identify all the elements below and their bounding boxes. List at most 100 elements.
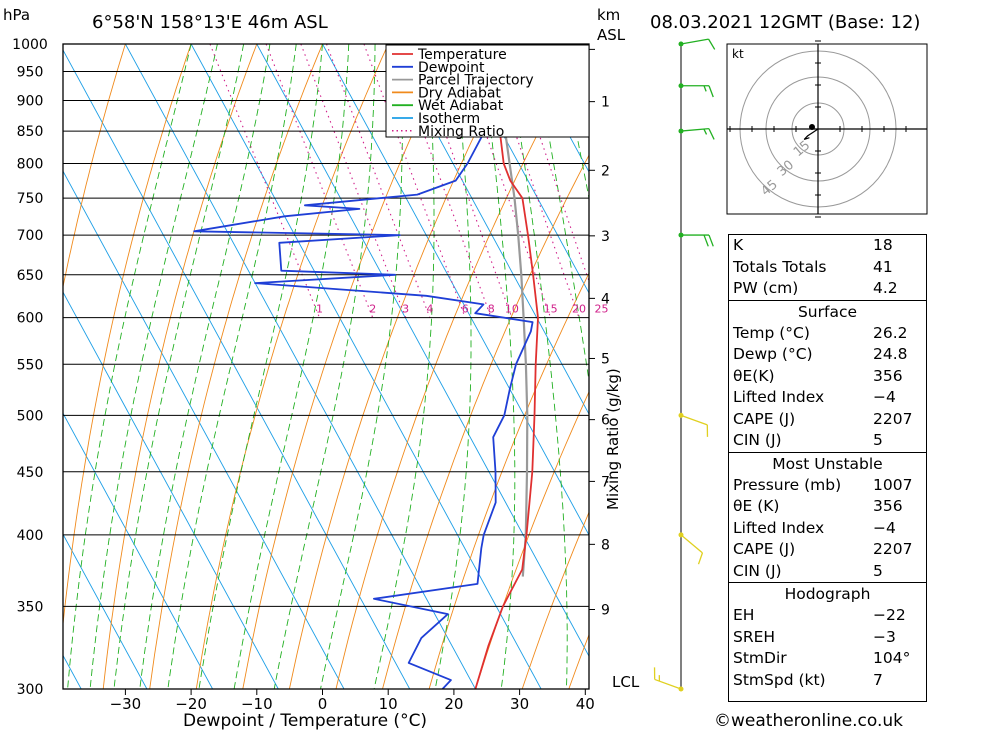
mixing-ratio-line (209, 44, 321, 318)
index-value: 7 (873, 670, 883, 689)
legend-label: Temperature (417, 47, 507, 63)
index-label: CAPE (J) (733, 540, 796, 558)
index-row: SREH −3 (729, 627, 926, 649)
index-label: PW (cm) (733, 279, 799, 297)
pressure-tick-label: 750 (17, 191, 44, 207)
dry-adiabat-line (149, 44, 323, 689)
dry-adiabat-line (63, 44, 192, 629)
isotherm-line (322, 44, 589, 537)
pressure-tick-label: 900 (17, 93, 44, 109)
pressure-tick-label: 650 (17, 268, 44, 284)
pressure-tick-label: 1000 (12, 37, 48, 53)
mixing-ratio-label: 1 (316, 303, 323, 316)
legend-label: Dry Adiabat (418, 85, 501, 101)
mixing-ratio-label: 20 (572, 303, 586, 316)
index-value: 2207 (873, 409, 913, 428)
most-unstable-header: Most Unstable (772, 454, 883, 473)
legend-label: Mixing Ratio (418, 124, 504, 140)
index-row: Totals Totals 41 (729, 257, 926, 279)
index-label: StmDir (733, 649, 787, 667)
index-row: EH −22 (729, 605, 926, 627)
index-value: 18 (873, 236, 893, 254)
isotherm-line (63, 654, 82, 689)
legend-entry: Isotherm (392, 111, 480, 127)
wet-adiabat-line (320, 44, 403, 689)
index-label: θE (K) (733, 497, 780, 515)
wet-adiabat-line (113, 44, 245, 689)
hodograph-header: Hodograph (784, 585, 871, 603)
mixing-ratio-label: 6 (462, 303, 469, 316)
temp-tick-label: −30 (110, 695, 142, 713)
mixing-ratio-line (265, 44, 374, 318)
index-value: 41 (873, 257, 893, 276)
index-row: Dewp (°C) 24.8 (729, 344, 926, 366)
height-tick-label: 8 (601, 537, 610, 553)
mixing-ratio-label: 10 (505, 303, 519, 316)
pressure-tick-label: 450 (17, 465, 44, 481)
index-row: Lifted Index −4 (729, 518, 926, 540)
index-value: −4 (873, 388, 896, 406)
temp-tick-label: 10 (379, 695, 398, 713)
index-label: Lifted Index (733, 388, 825, 406)
dry-adiabat-line (335, 44, 586, 689)
legend-entry: Mixing Ratio (392, 124, 504, 140)
legend-entry: Dewpoint (392, 60, 485, 76)
isotherm-line (387, 44, 589, 415)
hodograph-trace (803, 128, 819, 140)
wind-barb (678, 412, 709, 437)
index-label: Pressure (mb) (733, 475, 842, 494)
legend-entry: Dry Adiabat (392, 85, 501, 101)
index-row: PW (cm) 4.2 (729, 278, 926, 300)
index-row: Lifted Index −4 (729, 387, 926, 409)
pressure-tick-label: 600 (17, 311, 44, 327)
mixing-ratio-label: 2 (369, 303, 376, 316)
index-row: CIN (J) 5 (729, 561, 926, 583)
index-label: StmSpd (kt) (733, 670, 826, 689)
wet-adiabat-line (139, 44, 271, 689)
legend-entry: Parcel Trajectory (392, 73, 534, 89)
credit-link[interactable]: ©weatheronline.co.uk (714, 711, 904, 731)
index-value: 1007 (873, 475, 913, 494)
wet-adiabat-line (167, 44, 297, 689)
surface-header: Surface (797, 302, 858, 321)
pressure-tick-label: 550 (17, 357, 44, 373)
location-title: 6°58'N 158°13'E 46m ASL (92, 12, 328, 33)
mixing-ratio-label: 8 (488, 303, 495, 316)
isotherm-line (63, 533, 148, 689)
index-value: 26.2 (873, 323, 908, 342)
index-value: 5 (873, 561, 883, 580)
index-row: K 18 (729, 235, 926, 257)
legend-box (385, 44, 590, 138)
mixing-ratio-label: 25 (595, 303, 609, 316)
temp-tick-label: 20 (444, 695, 463, 713)
pressure-unit-label: hPa (3, 6, 31, 24)
plot-frame (62, 43, 590, 690)
temp-tick-label: −20 (175, 695, 207, 713)
hodograph-storm-dot (809, 124, 815, 130)
temp-tick-label: 30 (510, 695, 529, 713)
index-label: K (733, 236, 744, 254)
index-value: 356 (873, 366, 903, 385)
temp-tick-label: −10 (241, 695, 273, 713)
isotherm-line (63, 291, 279, 689)
legend-label: Isotherm (418, 111, 480, 127)
pressure-tick-label: 350 (17, 599, 44, 615)
wind-barb (653, 667, 684, 692)
mixing-ratio-axis-label: Mixing Ratio (g/kg) (604, 368, 622, 510)
index-label: CIN (J) (733, 431, 782, 449)
height-tick-label: 5 (601, 351, 610, 367)
x-axis-label: Dewpoint / Temperature (°C) (183, 711, 428, 731)
index-label: Dewp (°C) (733, 345, 813, 363)
index-label: CAPE (J) (733, 409, 796, 428)
mixing-ratio-label: 4 (426, 303, 433, 316)
index-row: CAPE (J) 2207 (729, 539, 926, 561)
index-label: θE(K) (733, 366, 775, 385)
isotherm-line (0, 44, 36, 726)
index-row: Pressure (mb) 1007 (729, 475, 926, 497)
legend-entry: Temperature (392, 47, 507, 63)
dry-adiabat-line (63, 44, 126, 289)
wet-adiabat-line (67, 44, 192, 689)
index-value: 104° (873, 649, 911, 667)
mixing-ratio-label: 15 (544, 303, 558, 316)
